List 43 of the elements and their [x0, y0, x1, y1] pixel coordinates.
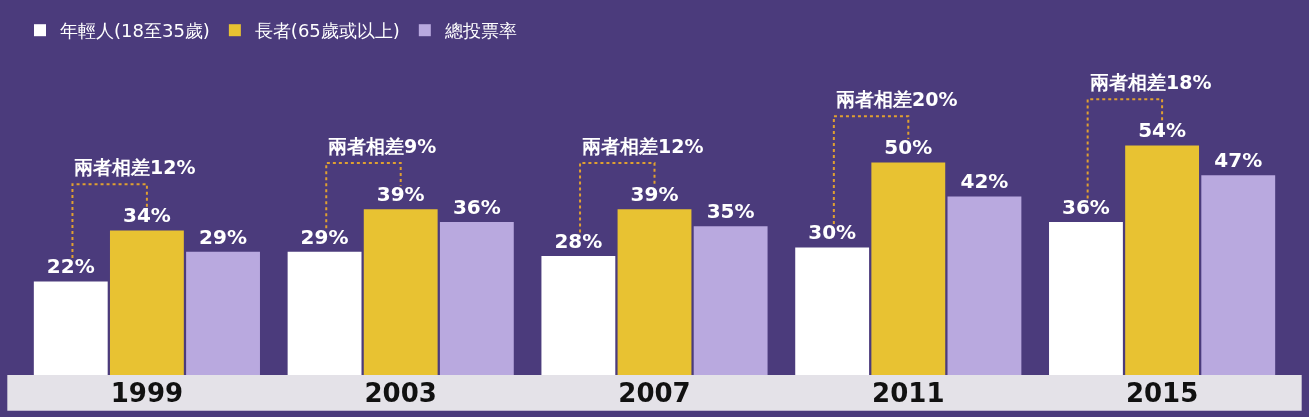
- bar: [1125, 145, 1200, 375]
- data-label: 29%: [199, 224, 247, 249]
- data-label: 50%: [884, 135, 933, 160]
- bar: [33, 281, 108, 375]
- annotation: 兩者相差12%: [74, 156, 196, 178]
- bar: [871, 162, 946, 375]
- bar: [617, 209, 692, 375]
- data-label: 39%: [630, 182, 679, 207]
- data-label: 22%: [46, 254, 95, 279]
- bar: [109, 230, 184, 375]
- bar: [363, 209, 438, 375]
- data-label: 36%: [1062, 194, 1110, 219]
- bar: [541, 255, 616, 375]
- x-tick-label: 2003: [364, 378, 437, 408]
- data-label: 29%: [300, 224, 349, 249]
- bar: [287, 251, 362, 375]
- text: 兩者相差20%: [836, 88, 958, 110]
- bar: [439, 221, 514, 375]
- bar: [186, 251, 260, 375]
- bar: [795, 247, 870, 375]
- annotation: 兩者相差9%: [328, 135, 437, 157]
- data-label: 42%: [960, 169, 1009, 194]
- data-label: 47%: [1214, 148, 1263, 173]
- data-label: 54%: [1138, 118, 1187, 143]
- bar: [947, 196, 1022, 375]
- bar: [693, 226, 768, 375]
- legend-label: 年輕人(18至35歲): [60, 20, 210, 42]
- data-label: 30%: [808, 220, 857, 245]
- data-label: 34%: [122, 203, 171, 228]
- legend-label: 長者(65歲或以上): [254, 20, 400, 42]
- legend-label: 總投票率: [443, 20, 517, 42]
- data-label: 35%: [706, 199, 755, 224]
- bar: [1049, 221, 1123, 375]
- data-label: 36%: [452, 194, 501, 219]
- x-tick-label: 1999: [110, 378, 184, 408]
- x-tick-label: 2011: [872, 378, 945, 408]
- x-tick-label: 2015: [1125, 378, 1199, 408]
- data-label: 39%: [376, 182, 425, 207]
- text: 兩者相差18%: [1090, 71, 1212, 93]
- annotation: 兩者相差12%: [582, 135, 704, 157]
- data-label: 28%: [554, 228, 603, 253]
- bar: [1201, 175, 1276, 375]
- x-tick-label: 2007: [618, 378, 691, 408]
